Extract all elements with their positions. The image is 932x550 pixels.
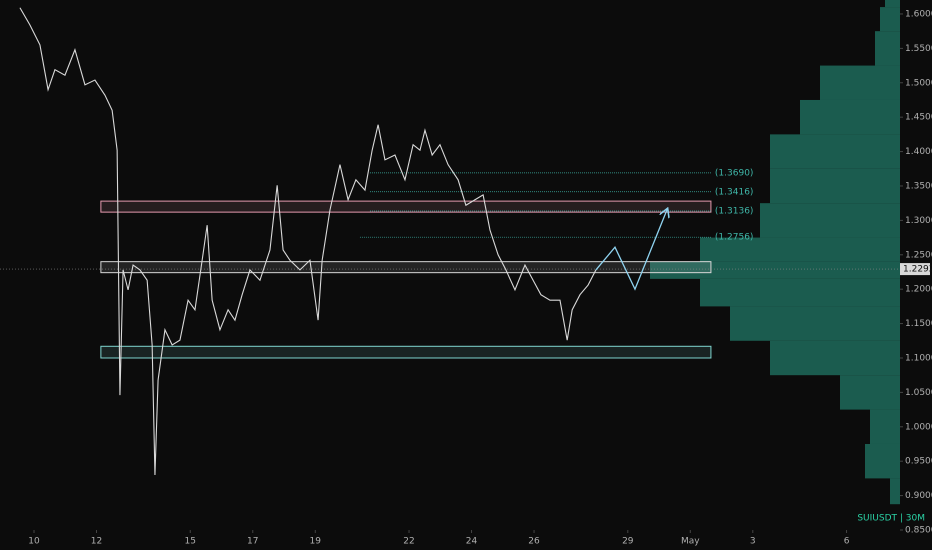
- x-tick-label: 17: [247, 537, 258, 547]
- profile-bar: [820, 65, 900, 100]
- x-tick-label: 15: [185, 537, 196, 547]
- level-label: (1.3136): [715, 207, 754, 217]
- profile-bar: [890, 478, 900, 505]
- y-tick-label: 1.5000: [905, 78, 932, 88]
- y-tick-label: 1.3000: [905, 216, 932, 226]
- x-tick-label: 19: [310, 537, 322, 547]
- x-tick-label: 6: [844, 537, 850, 547]
- y-tick-label: 1.2500: [905, 250, 932, 260]
- profile-bar: [875, 31, 900, 66]
- y-tick-label: 1.1000: [905, 353, 932, 363]
- y-tick-label: 1.2000: [905, 285, 932, 295]
- symbol-label: SUIUSDT | 30M: [857, 514, 925, 524]
- x-tick-label: 29: [622, 537, 634, 547]
- y-tick-label: 1.5500: [905, 44, 932, 54]
- y-tick-label: 1.0500: [905, 388, 932, 398]
- last-price-label: 1.2292: [903, 265, 932, 275]
- y-tick-label: 1.3500: [905, 181, 932, 191]
- zone: [100, 345, 712, 359]
- profile-bar: [870, 409, 900, 444]
- profile-bar: [880, 7, 900, 32]
- profile-bar: [650, 261, 900, 279]
- zone: [100, 261, 712, 274]
- price-line: [19, 7, 597, 475]
- zone: [100, 200, 712, 213]
- profile-bar: [700, 237, 900, 262]
- x-tick-label: 24: [466, 537, 478, 547]
- y-tick-label: 1.6000: [905, 9, 932, 19]
- profile-bar: [760, 203, 900, 238]
- x-tick-label: 12: [91, 537, 102, 547]
- profile-bar: [770, 168, 900, 204]
- y-tick-label: 1.1500: [905, 319, 932, 329]
- x-tick-label: 22: [403, 537, 414, 547]
- profile-bar: [885, 0, 900, 8]
- profile-bar: [865, 443, 900, 479]
- x-tick-label: May: [681, 537, 700, 547]
- y-tick-label: 1.4000: [905, 147, 932, 157]
- profile-bar: [840, 375, 900, 410]
- profile-bar: [700, 278, 900, 307]
- profile-bar: [770, 134, 900, 169]
- last-price-tag: [900, 263, 930, 276]
- level-label: (1.2756): [715, 233, 754, 243]
- projection-path: [595, 209, 667, 291]
- level-label: (1.3416): [715, 187, 754, 197]
- y-tick-label: 0.8500: [905, 526, 932, 536]
- level-label: (1.3690): [715, 168, 754, 178]
- y-tick-label: 1.4500: [905, 113, 932, 123]
- profile-bar: [800, 99, 900, 135]
- x-tick-label: 10: [28, 537, 40, 547]
- profile-bar: [770, 340, 900, 376]
- profile-bar: [730, 306, 900, 341]
- x-tick-label: 3: [750, 537, 756, 547]
- x-tick-label: 26: [528, 537, 540, 547]
